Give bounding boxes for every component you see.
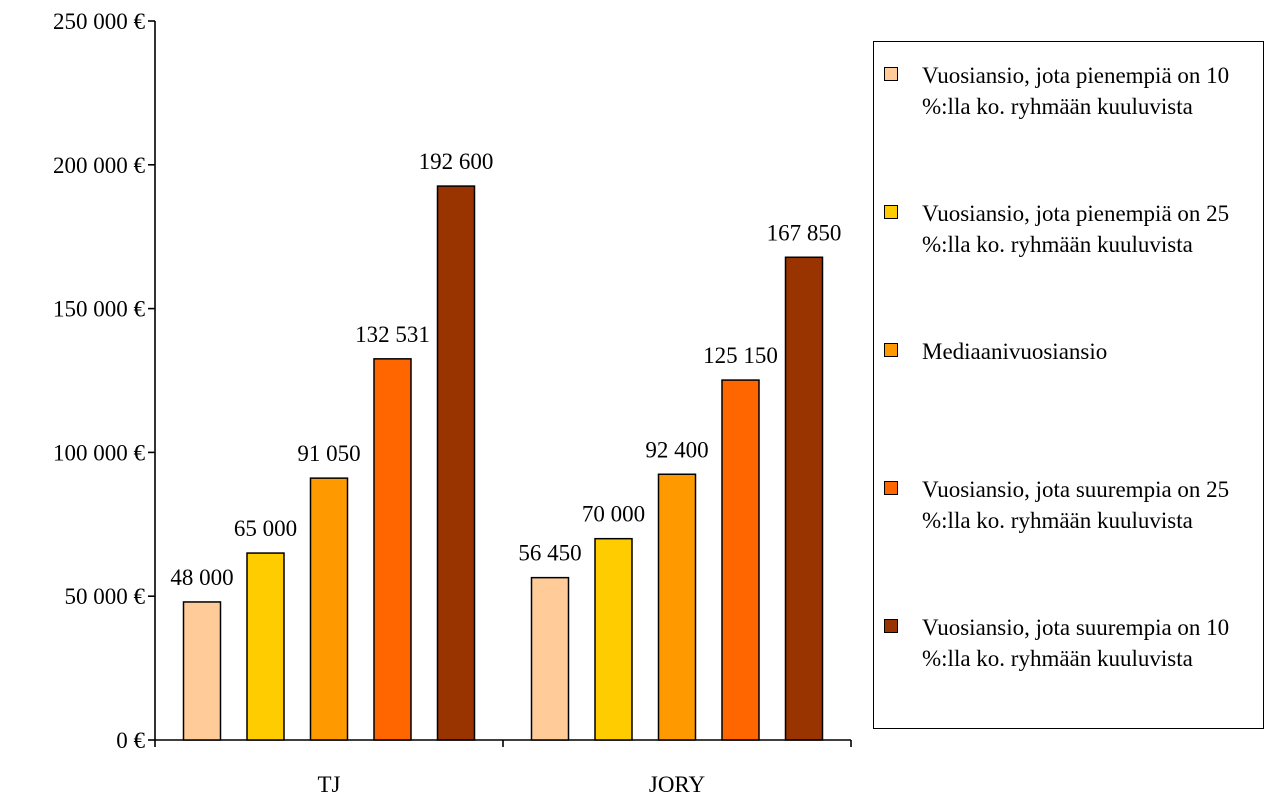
legend-label: Vuosiansio, jota suurempia on 25 %:lla k…	[922, 477, 1230, 533]
bar	[657, 473, 697, 741]
bar-value-label: 92 400	[645, 437, 708, 462]
x-category-label: TJ	[318, 772, 341, 797]
legend-label: Vuosiansio, jota pienempiä on 10 %:lla k…	[922, 63, 1230, 119]
bar-value-label: 192 600	[419, 149, 494, 174]
legend-swatch	[884, 619, 898, 633]
y-tick-label: 0 €	[116, 728, 145, 753]
legend-swatch	[884, 67, 898, 81]
y-tick-label: 150 000 €	[53, 297, 146, 322]
legend-label: Vuosiansio, jota pienempiä on 25 %:lla k…	[922, 201, 1230, 257]
bar	[721, 379, 760, 741]
legend-swatch	[884, 343, 898, 357]
bar	[182, 601, 222, 741]
bar	[594, 537, 633, 741]
legend-label: Mediaanivuosiansio	[922, 339, 1108, 364]
bar-value-label: 48 000	[170, 565, 233, 590]
bar	[784, 256, 824, 741]
legend-label: Vuosiansio, jota suurempia on 10 %:lla k…	[922, 615, 1230, 671]
y-tick-label: 100 000 €	[53, 440, 146, 465]
y-tick-label: 200 000 €	[53, 153, 146, 178]
legend: Vuosiansio, jota pienempiä on 10 %:lla k…	[873, 41, 1264, 729]
legend-swatch	[884, 481, 898, 495]
y-tick-label: 250 000 €	[53, 9, 146, 34]
bar	[373, 358, 412, 741]
bar-value-label: 125 150	[703, 343, 778, 368]
bar	[530, 576, 570, 741]
bar-value-label: 70 000	[582, 502, 645, 527]
bar	[246, 552, 285, 741]
bar	[309, 477, 349, 741]
legend-swatch	[884, 205, 898, 219]
x-category-label: JORY	[649, 772, 706, 797]
bar-value-label: 56 450	[518, 541, 581, 566]
y-tick-label: 50 000 €	[65, 584, 146, 609]
bar-value-label: 167 850	[767, 220, 842, 245]
bar-value-label: 132 531	[355, 322, 430, 347]
bar-value-label: 65 000	[234, 516, 297, 541]
plot-area: 0 € 50 000 € 100 000 € 150 000 € 200 000 € 25…	[53, 9, 852, 797]
bar	[436, 185, 476, 741]
bar-value-label: 91 050	[297, 441, 360, 466]
